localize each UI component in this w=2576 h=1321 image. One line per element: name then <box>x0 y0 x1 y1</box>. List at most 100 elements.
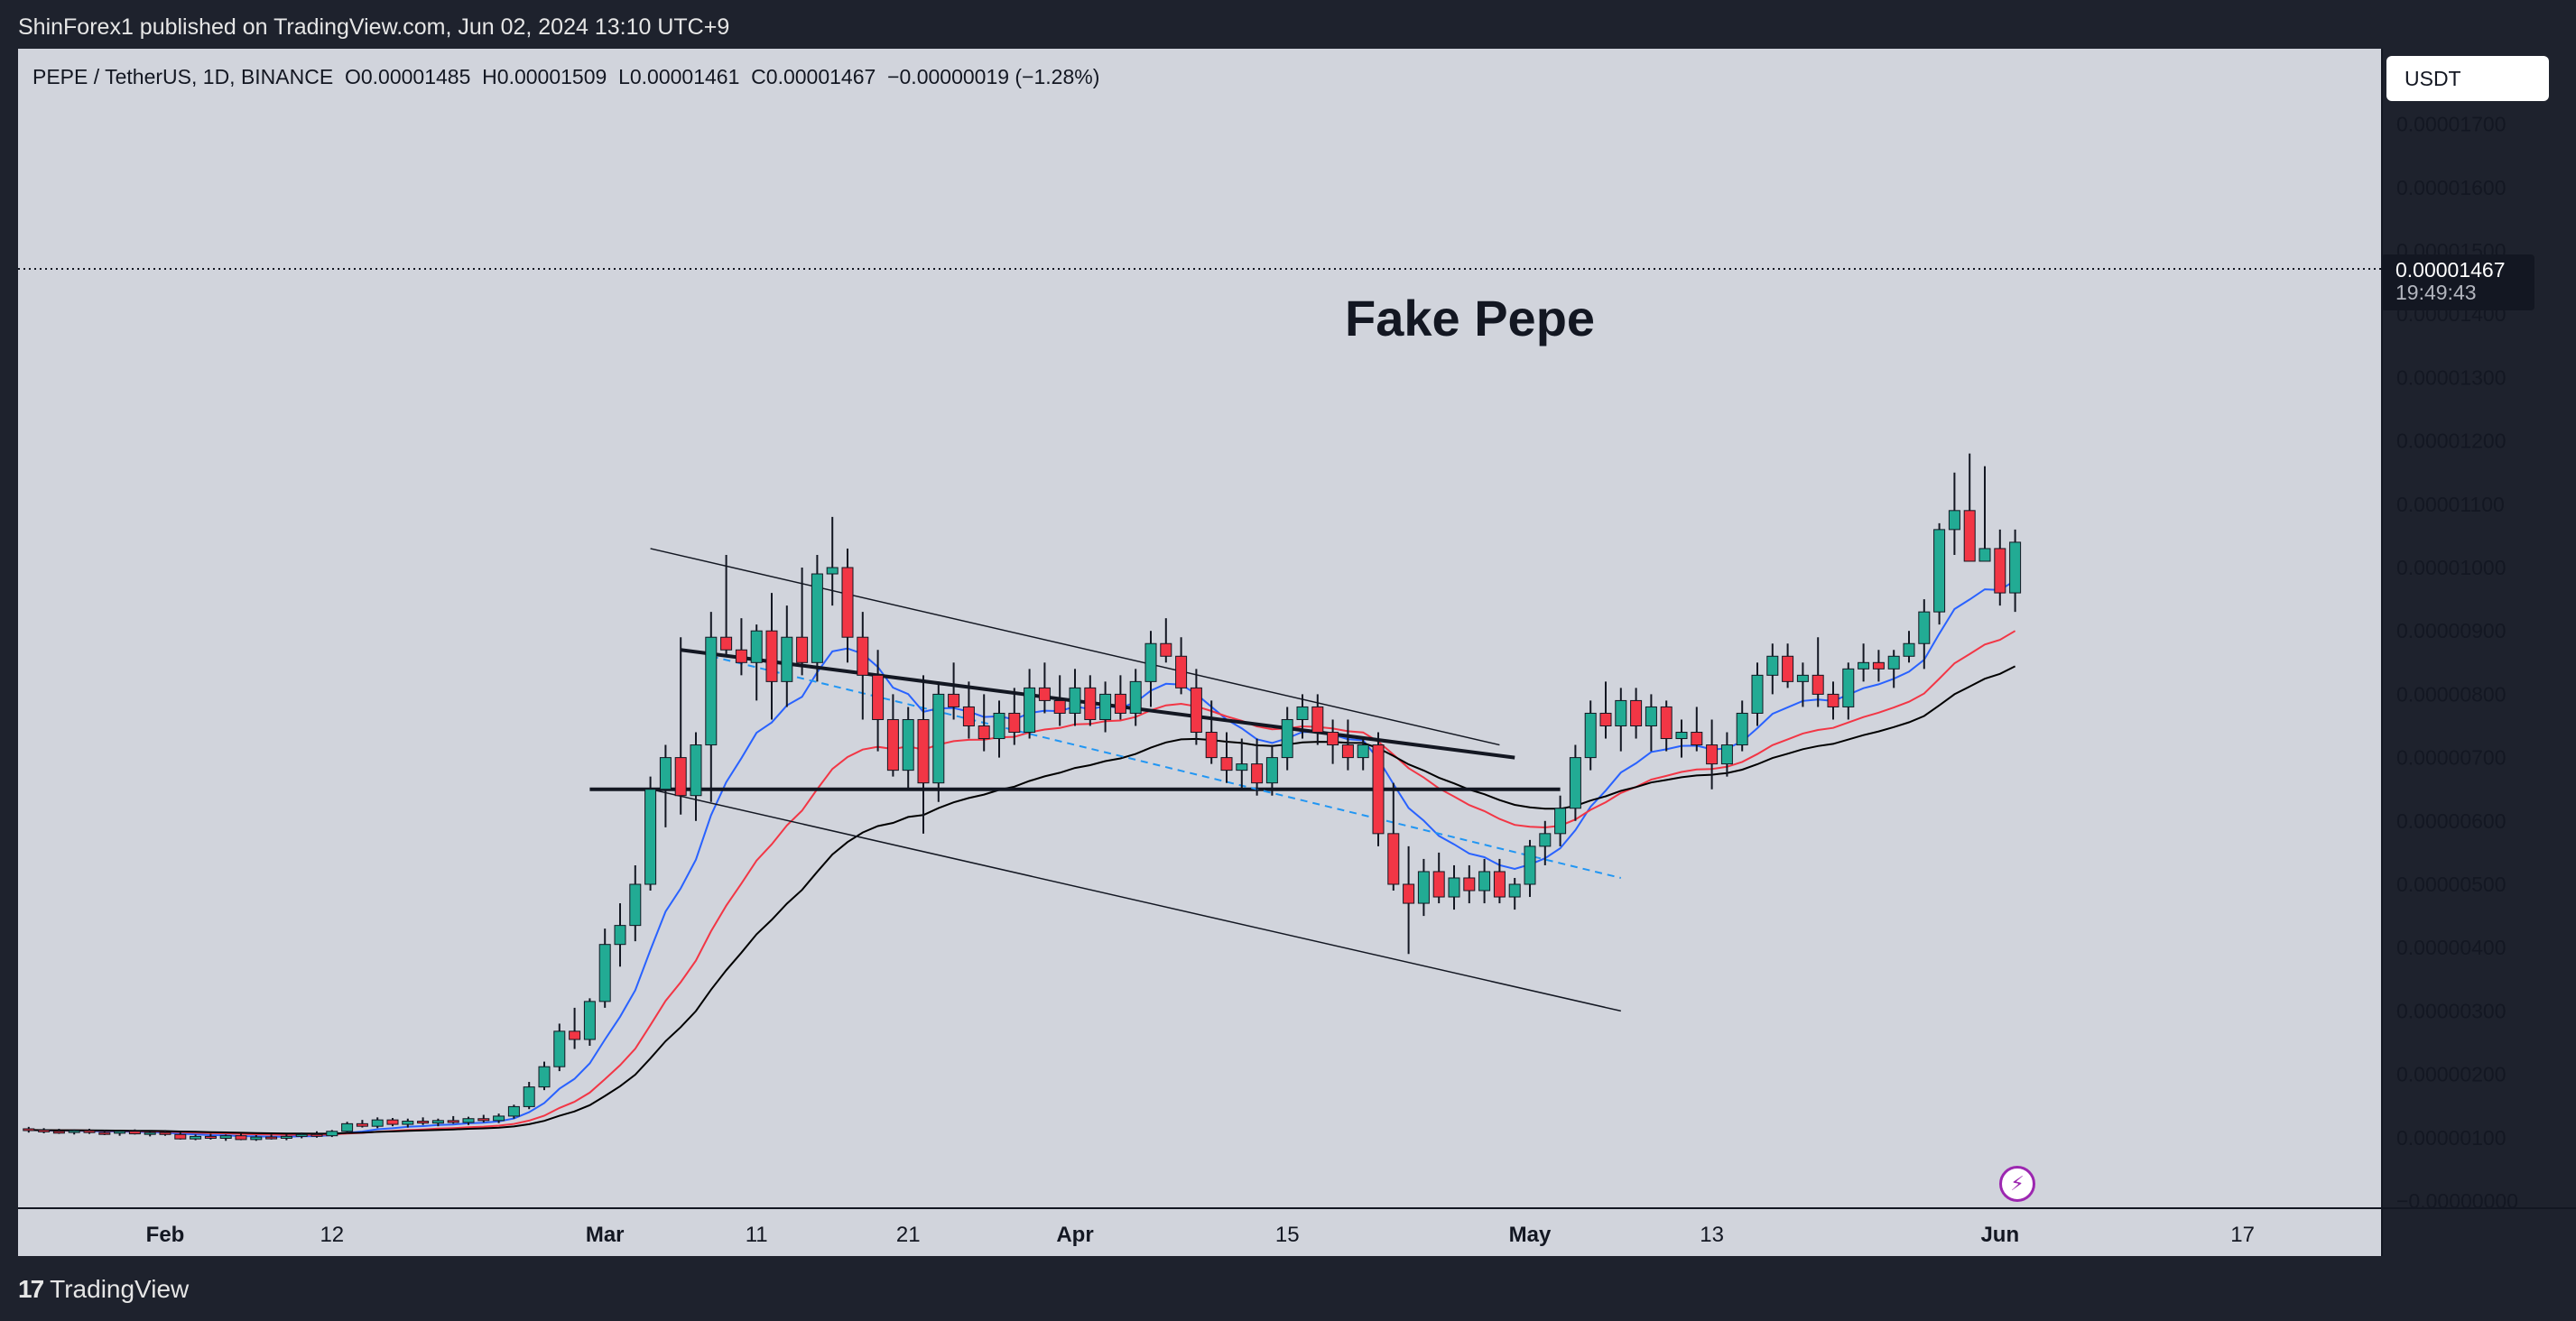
price-tick-label: 0.00000800 <box>2396 682 2507 706</box>
candle-body <box>872 674 885 720</box>
candle-body <box>1296 706 1309 720</box>
candle-down <box>447 1115 459 1124</box>
candle-up <box>1645 694 1657 752</box>
candle-up <box>1584 700 1597 771</box>
candle-down <box>569 1007 581 1049</box>
candle-body <box>1099 693 1112 720</box>
candle-down <box>159 1130 171 1136</box>
candle-body <box>1144 642 1157 682</box>
candle-body <box>674 757 687 797</box>
candle-down <box>1691 707 1703 752</box>
candle-down <box>1432 852 1445 904</box>
candle-body <box>750 630 763 663</box>
candle-up <box>629 864 642 942</box>
channel-lower-line <box>650 788 1621 1012</box>
candle-body <box>1903 642 1915 657</box>
candle-body <box>1933 529 1946 613</box>
candle-up <box>280 1134 292 1141</box>
candle-up <box>1615 688 1627 752</box>
time-tick-label: Apr <box>1056 1223 1093 1247</box>
candle-up <box>190 1134 202 1141</box>
candle-up <box>1024 669 1036 739</box>
candle-up <box>1069 669 1081 726</box>
candle-up <box>2009 529 2022 613</box>
candle-down <box>174 1132 187 1140</box>
candle-up <box>1978 466 1991 562</box>
candle-up <box>1357 738 1369 771</box>
candle-up <box>144 1131 156 1137</box>
time-tick-label: 12 <box>320 1223 344 1247</box>
candle-body <box>614 925 626 946</box>
candle-up <box>1766 643 1779 695</box>
price-tick-label: 0.00000900 <box>2396 619 2507 642</box>
time-tick-label: Jun <box>1980 1223 2019 1247</box>
candle-down <box>1311 694 1324 745</box>
candle-up <box>705 612 718 802</box>
candle-body <box>1478 871 1491 891</box>
candle-body <box>1766 655 1779 676</box>
candle-up <box>1296 694 1309 739</box>
candle-body <box>1751 674 1764 714</box>
candle-up <box>1933 522 1946 625</box>
price-tick-label: 0.00000300 <box>2396 999 2507 1022</box>
candle-up <box>295 1132 308 1139</box>
candle-down <box>1660 700 1673 752</box>
candle-body <box>659 757 672 790</box>
bolt-icon[interactable]: ⚡ <box>1999 1166 2035 1202</box>
candle-up <box>68 1129 80 1135</box>
candle-body <box>1706 744 1719 765</box>
price-tick-label: 0.00000400 <box>2396 936 2507 959</box>
candle-body <box>507 1105 520 1117</box>
publish-header: ShinForex1 published on TradingView.com,… <box>0 0 2576 49</box>
tradingview-logo-icon: 17 <box>18 1275 44 1303</box>
candle-down <box>38 1128 51 1133</box>
time-tick-label: 21 <box>896 1223 921 1247</box>
candle-up <box>1903 631 1915 663</box>
candle-body <box>1251 763 1264 784</box>
candle-down <box>1812 637 1824 707</box>
candle-body <box>98 1132 111 1135</box>
candle-body <box>1493 871 1506 898</box>
candle-down <box>1114 675 1126 720</box>
candle-body <box>978 725 990 740</box>
candle-body <box>431 1120 444 1124</box>
time-tick-label: May <box>1509 1223 1552 1247</box>
candle-body <box>569 1030 581 1040</box>
time-tick-label: 11 <box>746 1223 768 1247</box>
channel-upper-line <box>650 548 1500 746</box>
tradingview-logo[interactable]: 17 TradingView <box>18 1275 189 1304</box>
candle-body <box>690 744 702 797</box>
candle-body <box>1660 706 1673 740</box>
candle-up <box>1236 738 1248 790</box>
candle-body <box>1615 699 1627 726</box>
candle-up <box>507 1104 520 1119</box>
candle-body <box>1720 744 1733 765</box>
candle-down <box>948 662 960 720</box>
candle-down <box>841 548 854 663</box>
candle-down <box>1175 637 1188 695</box>
candle-up <box>1751 662 1764 726</box>
candle-body <box>1236 763 1248 771</box>
footer-bar <box>0 1256 2576 1321</box>
candle-body <box>1554 808 1567 835</box>
legend-change: −0.00000019 (−1.28%) <box>887 65 1100 88</box>
candle-body <box>765 630 778 682</box>
candle-up <box>219 1134 232 1141</box>
price-tick-label: 0.00001700 <box>2396 113 2507 136</box>
candle-body <box>114 1131 126 1134</box>
candle-body <box>1842 668 1855 707</box>
candle-down <box>1053 675 1066 726</box>
candle-body <box>841 567 854 638</box>
currency-selector[interactable]: USDT <box>2386 56 2549 101</box>
price-tick-label: 0.00000100 <box>2396 1126 2507 1150</box>
candle-body <box>219 1135 232 1140</box>
candle-up <box>1858 643 1870 682</box>
candle-up <box>1569 744 1581 821</box>
candle-down <box>796 568 809 676</box>
candle-up <box>553 1023 566 1072</box>
candle-body <box>1948 510 1960 531</box>
candle-body <box>948 693 960 707</box>
price-tick-label: 0.00001200 <box>2396 430 2507 453</box>
candle-up <box>1099 681 1112 733</box>
